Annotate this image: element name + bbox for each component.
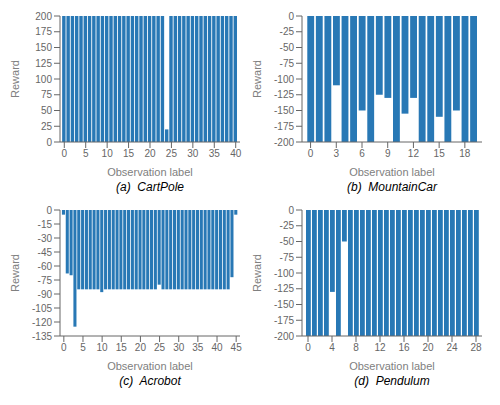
svg-text:0: 0 bbox=[308, 148, 314, 159]
svg-text:-200: -200 bbox=[274, 137, 294, 148]
svg-text:-150: -150 bbox=[274, 299, 294, 310]
svg-text:-90: -90 bbox=[38, 289, 53, 300]
svg-text:0: 0 bbox=[62, 148, 68, 159]
svg-text:25: 25 bbox=[41, 121, 53, 132]
svg-text:5: 5 bbox=[83, 148, 89, 159]
svg-text:Observation label: Observation label bbox=[349, 360, 435, 372]
svg-text:-45: -45 bbox=[38, 247, 53, 258]
html-text:(a) CartPole: (a) CartPole bbox=[116, 180, 184, 194]
svg-text:-15: -15 bbox=[38, 219, 53, 230]
svg-text:6: 6 bbox=[359, 148, 365, 159]
svg-text:-105: -105 bbox=[32, 303, 52, 314]
svg-text:10: 10 bbox=[102, 148, 114, 159]
svg-text:20: 20 bbox=[135, 342, 147, 353]
svg-text:15: 15 bbox=[434, 148, 446, 159]
html-text:(c) Acrobot: (c) Acrobot bbox=[119, 374, 181, 388]
svg-text:-30: -30 bbox=[38, 233, 53, 244]
svg-text:-50: -50 bbox=[280, 236, 295, 247]
svg-text:Observation label: Observation label bbox=[107, 360, 193, 372]
svg-text:-100: -100 bbox=[274, 268, 294, 279]
svg-text:-25: -25 bbox=[280, 220, 295, 231]
svg-text:40: 40 bbox=[211, 342, 223, 353]
svg-text:40: 40 bbox=[230, 148, 242, 159]
svg-text:-125: -125 bbox=[274, 89, 294, 100]
svg-text:-175: -175 bbox=[274, 315, 294, 326]
svg-text:30: 30 bbox=[187, 148, 199, 159]
svg-text:20: 20 bbox=[422, 342, 434, 353]
svg-text:75: 75 bbox=[41, 89, 53, 100]
svg-text:16: 16 bbox=[398, 342, 410, 353]
svg-text:0: 0 bbox=[46, 137, 52, 148]
svg-text:12: 12 bbox=[374, 342, 386, 353]
svg-text:Reward: Reward bbox=[9, 254, 21, 292]
svg-text:15: 15 bbox=[116, 342, 128, 353]
svg-text:9: 9 bbox=[385, 148, 391, 159]
svg-text:-75: -75 bbox=[280, 252, 295, 263]
svg-text:Reward: Reward bbox=[251, 254, 263, 292]
svg-text:18: 18 bbox=[459, 148, 471, 159]
svg-text:25: 25 bbox=[166, 148, 178, 159]
svg-text:28: 28 bbox=[470, 342, 482, 353]
svg-text:3: 3 bbox=[334, 148, 340, 159]
svg-text:200: 200 bbox=[35, 11, 52, 22]
svg-text:0: 0 bbox=[61, 342, 67, 353]
svg-text:0: 0 bbox=[288, 205, 294, 216]
svg-text:5: 5 bbox=[80, 342, 86, 353]
svg-text:125: 125 bbox=[35, 58, 52, 69]
svg-text:15: 15 bbox=[123, 148, 135, 159]
svg-text:10: 10 bbox=[97, 342, 109, 353]
svg-text:35: 35 bbox=[192, 342, 204, 353]
svg-text:0: 0 bbox=[46, 205, 52, 216]
svg-text:Observation label: Observation label bbox=[349, 166, 435, 178]
svg-text:-60: -60 bbox=[38, 261, 53, 272]
svg-text:Reward: Reward bbox=[251, 60, 263, 98]
svg-text:100: 100 bbox=[35, 74, 52, 85]
svg-text:30: 30 bbox=[173, 342, 185, 353]
html-text:(d) Pendulum: (d) Pendulum bbox=[354, 374, 430, 388]
svg-text:-100: -100 bbox=[274, 74, 294, 85]
svg-text:-75: -75 bbox=[38, 275, 53, 286]
svg-text:0: 0 bbox=[305, 342, 311, 353]
svg-text:-135: -135 bbox=[32, 331, 52, 342]
svg-text:150: 150 bbox=[35, 42, 52, 53]
svg-text:-175: -175 bbox=[274, 121, 294, 132]
svg-text:Reward: Reward bbox=[9, 60, 21, 98]
svg-text:-120: -120 bbox=[32, 317, 52, 328]
svg-text:-75: -75 bbox=[280, 58, 295, 69]
svg-text:24: 24 bbox=[446, 342, 458, 353]
svg-text:25: 25 bbox=[154, 342, 166, 353]
svg-text:Observation label: Observation label bbox=[107, 166, 193, 178]
html-text:(b) MountainCar: (b) MountainCar bbox=[347, 180, 437, 194]
svg-text:20: 20 bbox=[144, 148, 156, 159]
svg-text:12: 12 bbox=[408, 148, 420, 159]
svg-text:50: 50 bbox=[41, 105, 53, 116]
svg-text:175: 175 bbox=[35, 26, 52, 37]
svg-text:-200: -200 bbox=[274, 331, 294, 342]
svg-text:-50: -50 bbox=[280, 42, 295, 53]
svg-text:0: 0 bbox=[288, 11, 294, 22]
svg-text:-25: -25 bbox=[280, 26, 295, 37]
svg-text:45: 45 bbox=[231, 342, 243, 353]
svg-text:-150: -150 bbox=[274, 105, 294, 116]
svg-text:4: 4 bbox=[329, 342, 335, 353]
svg-text:35: 35 bbox=[209, 148, 221, 159]
svg-text:8: 8 bbox=[353, 342, 359, 353]
svg-text:-125: -125 bbox=[274, 283, 294, 294]
